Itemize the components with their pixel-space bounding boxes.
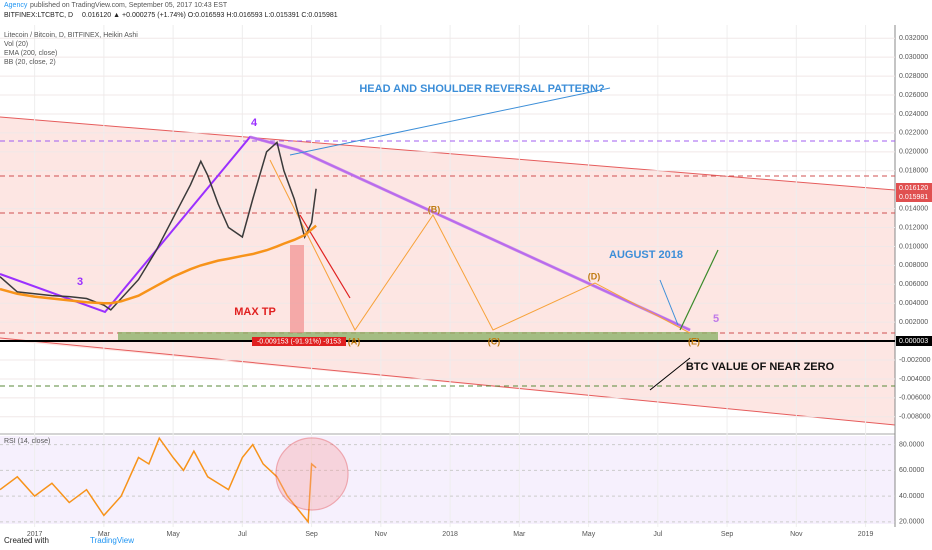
published: published on TradingView.com, September …	[30, 2, 228, 9]
series-line	[0, 224, 317, 305]
x-tick-label: Nov	[375, 531, 388, 538]
y-tick-label: 0.002000	[899, 319, 928, 326]
blue-arrow	[289, 87, 611, 156]
y-tick-label: 0.028000	[899, 73, 928, 80]
abc-wave	[269, 159, 691, 334]
x-tick-label: May	[582, 531, 596, 538]
price-tag	[896, 183, 932, 193]
x-tick-label: Sep	[721, 531, 734, 538]
publisher: Agency	[4, 2, 28, 9]
y-tick-label: 0.018000	[899, 168, 928, 175]
annotation: MAX TP	[234, 306, 276, 318]
annotation: 5	[713, 313, 719, 325]
trend-line	[249, 135, 691, 332]
annotation: AUGUST 2018	[609, 249, 683, 261]
x-tick-label: Nov	[790, 531, 803, 538]
y-tick-label: 0.014000	[899, 205, 928, 212]
rsi-line	[0, 436, 317, 524]
y-tick-label: 0.004000	[899, 300, 928, 307]
x-tick-label: Sep	[305, 531, 318, 538]
blue-arrow	[659, 279, 679, 326]
annotation: 3	[77, 276, 83, 288]
channel-bottom	[0, 337, 896, 426]
y-tick-label: 60.0000	[899, 467, 924, 474]
annotation: (C)	[488, 336, 501, 346]
x-tick-label: 2019	[858, 531, 874, 538]
measure-label: -0.009153 (-91.91%) -9153	[257, 338, 341, 345]
y-tick-label: -0.008000	[899, 414, 931, 421]
annotation: (E)	[688, 336, 700, 346]
measure-label-bg	[252, 337, 346, 346]
annotation: (D)	[588, 271, 601, 281]
indicator: Vol (20)	[4, 41, 28, 48]
channel-top	[0, 116, 896, 191]
y-tick-label: 0.012000	[899, 224, 928, 231]
footer: Created with	[4, 536, 49, 545]
y-tick-label: 40.0000	[899, 493, 924, 500]
quote: 0.016120 ▲ +0.000275 (+1.74%) O:0.016593…	[82, 12, 338, 19]
y-tick-label: 0.006000	[899, 281, 928, 288]
x-tick-label: 2017	[27, 531, 43, 538]
price-tag	[896, 192, 932, 202]
price-tag-label: 0.000003	[899, 338, 928, 345]
y-tick-label: 0.010000	[899, 243, 928, 250]
y-tick-label: -0.004000	[899, 376, 931, 383]
indicator: EMA (200, close)	[4, 50, 57, 57]
annotation: HEAD AND SHOULDER REVERSAL PATTERN?	[359, 83, 605, 95]
y-tick-label: 0.020000	[899, 149, 928, 156]
black-arrow	[649, 357, 691, 391]
y-tick-label: -0.006000	[899, 395, 931, 402]
rsi-circle	[275, 437, 349, 511]
rsi-band	[0, 436, 895, 524]
x-tick-label: Jul	[238, 531, 247, 538]
y-tick-label: 0.030000	[899, 54, 928, 61]
y-tick-label: 0.022000	[899, 130, 928, 137]
y-tick-label: 20.0000	[899, 519, 924, 526]
x-tick-label: Mar	[513, 531, 526, 538]
y-tick-label: -0.002000	[899, 357, 931, 364]
green-arrow	[679, 249, 719, 331]
main-title: Litecoin / Bitcoin, D, BITFINEX, Heikin …	[4, 32, 138, 39]
channel	[0, 117, 895, 425]
price-tag-label: 0.016120	[899, 185, 928, 192]
series-line	[0, 140, 317, 311]
indicator: BB (20, close, 2)	[4, 59, 56, 66]
x-tick-label: May	[166, 531, 180, 538]
y-tick-label: 80.0000	[899, 441, 924, 448]
annotation: (B)	[428, 204, 441, 214]
x-tick-label: Mar	[98, 531, 111, 538]
measure-box	[290, 245, 304, 333]
annotation: BTC VALUE OF NEAR ZERO	[686, 361, 835, 373]
annotation: 4	[251, 117, 258, 129]
symbol: BITFINEX:LTCBTC, D	[4, 12, 73, 19]
support-zone	[118, 332, 718, 340]
rsi-title: RSI (14, close)	[4, 438, 50, 445]
x-tick-label: Jul	[653, 531, 662, 538]
y-tick-label: 0.026000	[899, 92, 928, 99]
annotation: (A)	[348, 336, 361, 346]
y-tick-label: 0.032000	[899, 35, 928, 42]
y-tick-label: 0.008000	[899, 262, 928, 269]
price-tag	[896, 336, 932, 346]
price-tag-label: 0.015981	[899, 194, 928, 201]
x-tick-label: 2018	[442, 531, 458, 538]
footer-brand: TradingView	[90, 536, 134, 545]
y-tick-label: 0.024000	[899, 111, 928, 118]
